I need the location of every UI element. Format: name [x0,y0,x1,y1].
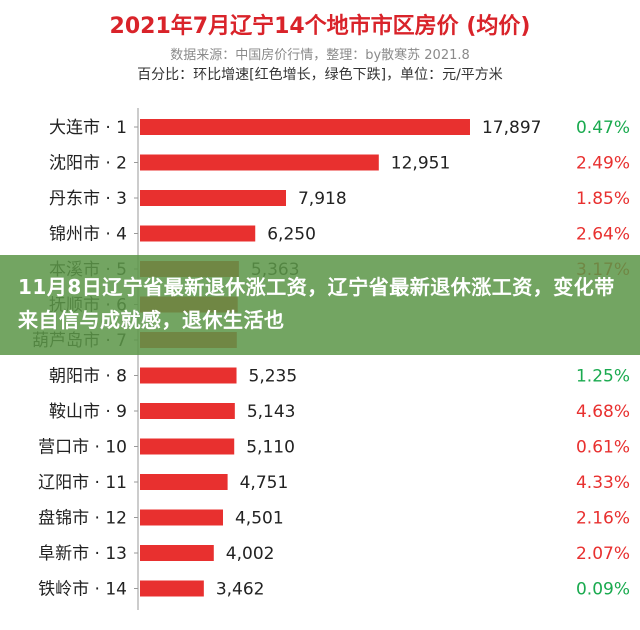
article-overlay[interactable] [0,255,640,355]
category-label: 营口市 · 10 [38,438,127,458]
change-label: 4.33% [576,473,630,493]
category-label: 阜新市 · 13 [38,544,127,564]
bar [140,509,223,526]
bar [140,438,235,455]
bar [140,545,214,561]
bar [140,367,237,384]
bar [140,474,228,490]
bar [140,403,235,419]
bar [140,225,256,242]
chart-note: 百分比：环比增速[红色增长，绿色下跌]，单位：元/平方米 [137,67,503,83]
bar [140,119,470,135]
change-label: 0.47% [576,118,630,138]
change-label: 2.49% [576,154,630,174]
change-label: 1.85% [576,189,630,209]
change-label: 2.07% [576,544,630,564]
category-label: 朝阳市 · 8 [49,367,127,387]
change-label: 0.09% [576,580,630,600]
value-label: 5,143 [247,402,296,422]
category-label: 大连市 · 1 [49,118,127,138]
value-label: 12,951 [391,154,450,174]
article-headline[interactable]: 11月8日辽宁省最新退休涨工资，辽宁省最新退休涨工资，变化带来自信与成就感，退休… [18,275,615,332]
category-label: 沈阳市 · 2 [49,154,127,174]
category-label: 盘锦市 · 12 [38,509,127,529]
category-label: 丹东市 · 3 [49,189,127,209]
category-label: 鞍山市 · 9 [49,402,127,422]
value-label: 6,250 [267,225,316,245]
value-label: 3,462 [216,580,265,600]
category-label: 铁岭市 · 14 [38,580,127,600]
change-label: 1.25% [576,367,630,387]
bar [140,190,286,206]
value-label: 7,918 [298,189,347,209]
chart-source: 数据来源：中国房价行情，整理：by散寒苏 2021.8 [170,48,470,63]
value-label: 4,751 [240,473,289,493]
change-label: 2.64% [576,225,630,245]
category-label: 锦州市 · 4 [49,225,127,245]
bar [140,154,379,171]
value-label: 5,110 [246,438,295,458]
change-label: 4.68% [576,402,630,422]
change-label: 2.16% [576,509,630,529]
value-label: 5,235 [249,367,298,387]
value-label: 4,501 [235,509,284,529]
bar [140,580,204,597]
category-label: 辽阳市 · 11 [38,473,127,493]
chart-title: 2021年7月辽宁14个地市市区房价 (均价) [109,14,531,39]
value-label: 17,897 [482,118,541,138]
change-label: 0.61% [576,438,630,458]
value-label: 4,002 [226,544,275,564]
